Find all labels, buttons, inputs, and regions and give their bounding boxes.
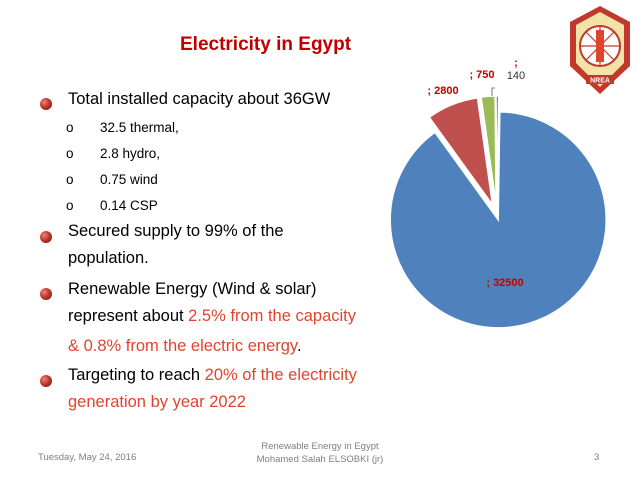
- bullet-icon: [40, 98, 52, 110]
- pie-slice-wind: [480, 95, 497, 205]
- capacity-pie-chart: ; 32500 ; 2800 ; 750 ; 140: [389, 57, 607, 329]
- nrea-logo: NREA: [570, 6, 630, 94]
- pie-slice-hydro: [428, 97, 494, 206]
- bullet-secured-supply-cont: population.: [68, 249, 149, 267]
- text-segment: .: [296, 337, 302, 355]
- pie-leader-line: [491, 87, 495, 96]
- footer-center: Renewable Energy in Egypt Mohamed Salah …: [240, 441, 400, 467]
- highlight-text: 2.5% from the capacity: [188, 307, 356, 325]
- sub-bullet-marker: o: [66, 146, 74, 161]
- sub-bullet-marker: o: [66, 120, 74, 135]
- pie-data-label: ; 2800: [427, 85, 458, 97]
- sub-bullet-marker: o: [66, 198, 74, 213]
- footer-date: Tuesday, May 24, 2016: [38, 452, 137, 463]
- pie-data-label: ; 32500: [486, 277, 523, 289]
- footer-presentation-title: Renewable Energy in Egypt: [261, 441, 379, 452]
- pie-data-label: ; 140: [507, 57, 525, 82]
- highlight-text: & 0.8% from the electric energy: [68, 337, 297, 355]
- highlight-text: 20% of the electricity: [204, 366, 357, 384]
- bullet-icon: [40, 231, 52, 243]
- sub-bullet-text: 32.5 thermal,: [100, 120, 179, 135]
- bullet-renewable-cont: represent about 2.5% from the capacity: [68, 307, 356, 326]
- footer-author: Mohamed Salah ELSOBKI (jr): [256, 453, 384, 465]
- slide-title: Electricity in Egypt: [180, 34, 352, 55]
- bullet-renewable-energy: & 0.8% from the electric energy.: [68, 337, 302, 356]
- pie-data-label: ; 750: [469, 69, 494, 81]
- footer-page-number: 3: [594, 452, 600, 463]
- pie-slice-thermal: [389, 111, 607, 329]
- sub-bullet-marker: o: [66, 172, 74, 187]
- bullet-target-cont: generation by year 2022: [68, 393, 246, 411]
- logo-text: NREA: [590, 78, 610, 85]
- text-segment: Targeting to reach: [68, 366, 205, 384]
- bullet-renewable: Renewable Energy (Wind & solar): [68, 280, 317, 298]
- sub-bullet-text: 2.8 hydro,: [100, 146, 161, 161]
- sub-bullet-text: 0.14 CSP: [100, 198, 158, 213]
- sub-bullet-text: 0.75 wind: [100, 172, 158, 187]
- pie-slice-csp: [495, 95, 500, 205]
- bullet-secured-supply: Secured supply to 99% of the: [68, 222, 284, 240]
- bullet-icon: [40, 375, 52, 387]
- bullet-icon: [40, 288, 52, 300]
- text-segment: represent about: [68, 307, 189, 325]
- bullet-target: Targeting to reach 20% of the electricit…: [68, 366, 357, 385]
- bullet-capacity: Total installed capacity about 36GW: [68, 90, 331, 108]
